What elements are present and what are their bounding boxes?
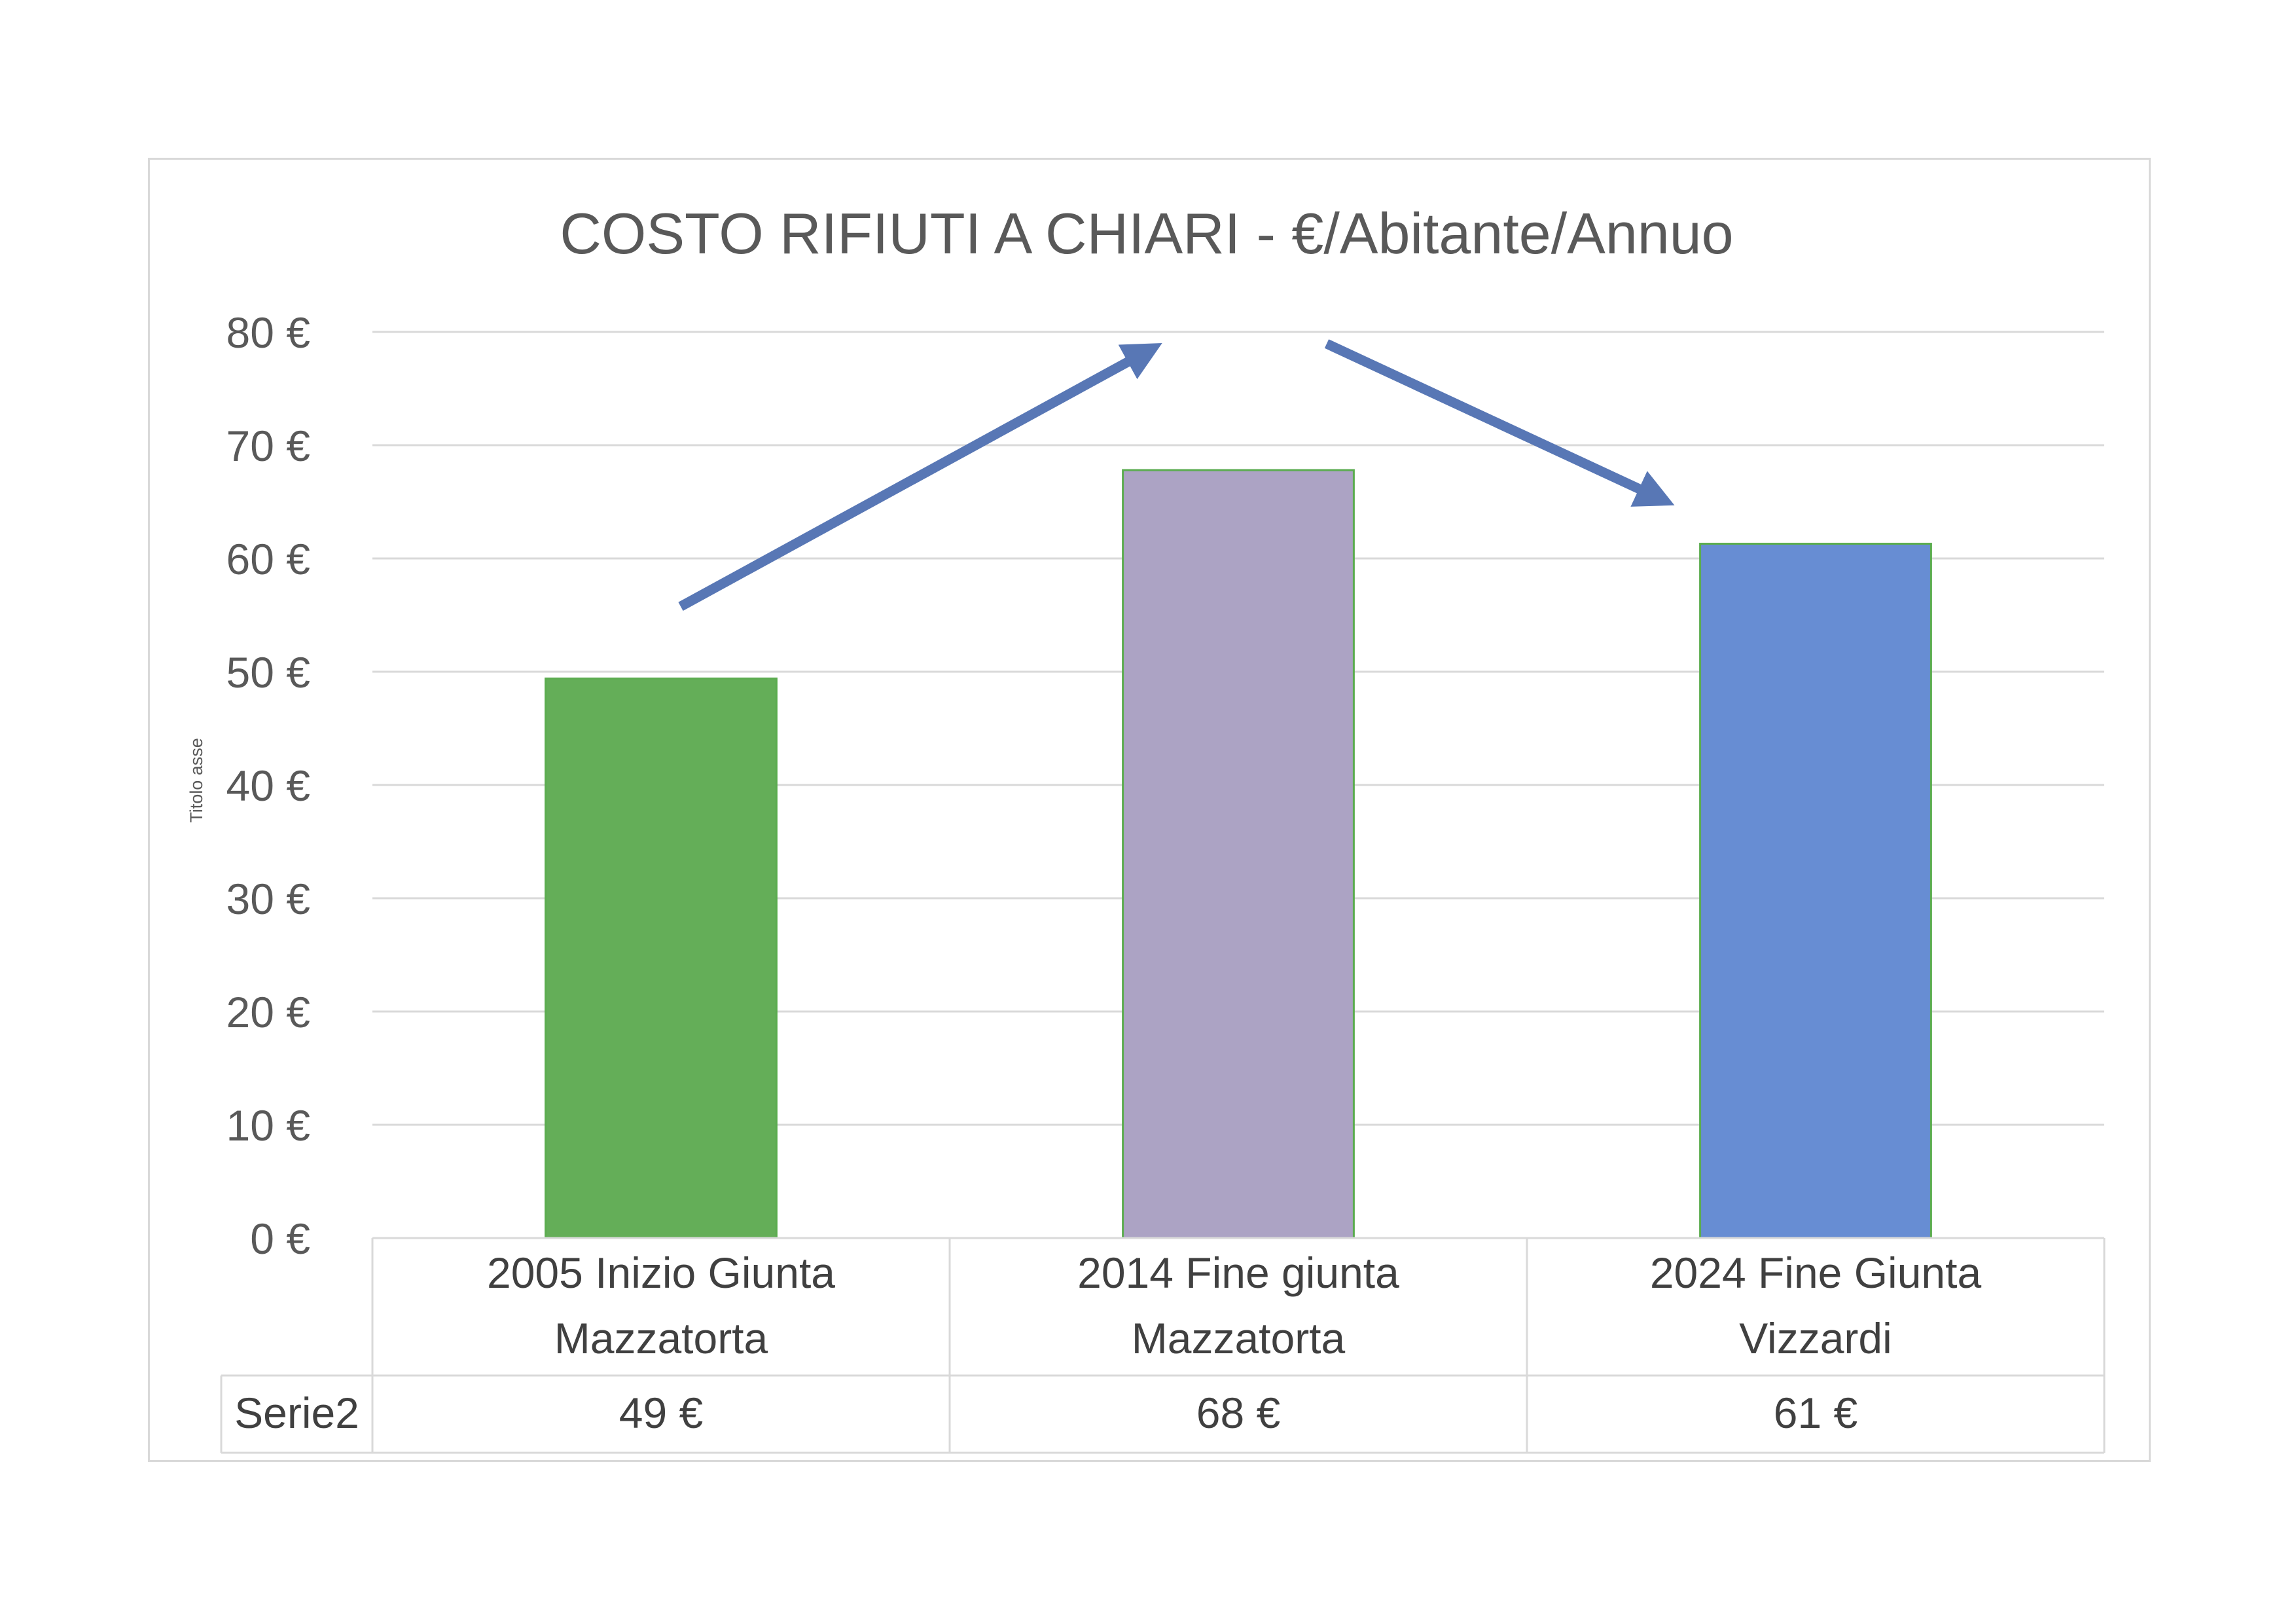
category-label: Vizzardi xyxy=(1739,1314,1892,1362)
y-tick-label: 60 € xyxy=(226,535,310,583)
chart-frame: COSTO RIFIUTI A CHIARI - €/Abitante/Annu… xyxy=(148,158,2151,1462)
category-label: Mazzatorta xyxy=(554,1314,768,1362)
y-tick-label: 30 € xyxy=(226,875,310,923)
category-label: 2005 Inizio Giunta xyxy=(487,1249,835,1297)
y-tick-label: 50 € xyxy=(226,648,310,697)
bar xyxy=(545,677,778,1239)
trend-arrows xyxy=(678,339,1675,611)
data-table: 2005 Inizio Giunta Mazzatorta 2014 Fine gi… xyxy=(220,1237,2106,1454)
y-tick-label: 0 € xyxy=(250,1214,310,1263)
arrow-up xyxy=(678,343,1162,611)
y-axis-tick-labels: 0 € 10 € 20 € 30 € 40 € 50 € 60 € 70 € 80 € xyxy=(226,308,310,1263)
bars xyxy=(545,469,1932,1239)
series-name-label: Serie2 xyxy=(234,1389,359,1437)
bar xyxy=(1699,543,1932,1239)
y-tick-label: 20 € xyxy=(226,988,310,1036)
arrow-down xyxy=(1324,339,1675,507)
y-tick-label: 10 € xyxy=(226,1101,310,1150)
category-label: 2024 Fine Giunta xyxy=(1650,1249,1982,1297)
bar-chart: COSTO RIFIUTI A CHIARI - €/Abitante/Annu… xyxy=(187,201,2106,1454)
category-label: 2014 Fine giunta xyxy=(1077,1249,1399,1297)
bar xyxy=(1122,469,1355,1239)
category-label: Mazzatorta xyxy=(1132,1314,1346,1362)
y-axis-label: Titolo asse xyxy=(187,738,206,823)
data-value-label: 61 € xyxy=(1774,1389,1857,1437)
y-tick-label: 80 € xyxy=(226,308,310,357)
y-tick-label: 70 € xyxy=(226,422,310,470)
data-value-label: 68 € xyxy=(1196,1389,1280,1437)
chart-title: COSTO RIFIUTI A CHIARI - €/Abitante/Annu… xyxy=(560,201,1733,266)
y-tick-label: 40 € xyxy=(226,761,310,810)
data-value-label: 49 € xyxy=(619,1389,703,1437)
